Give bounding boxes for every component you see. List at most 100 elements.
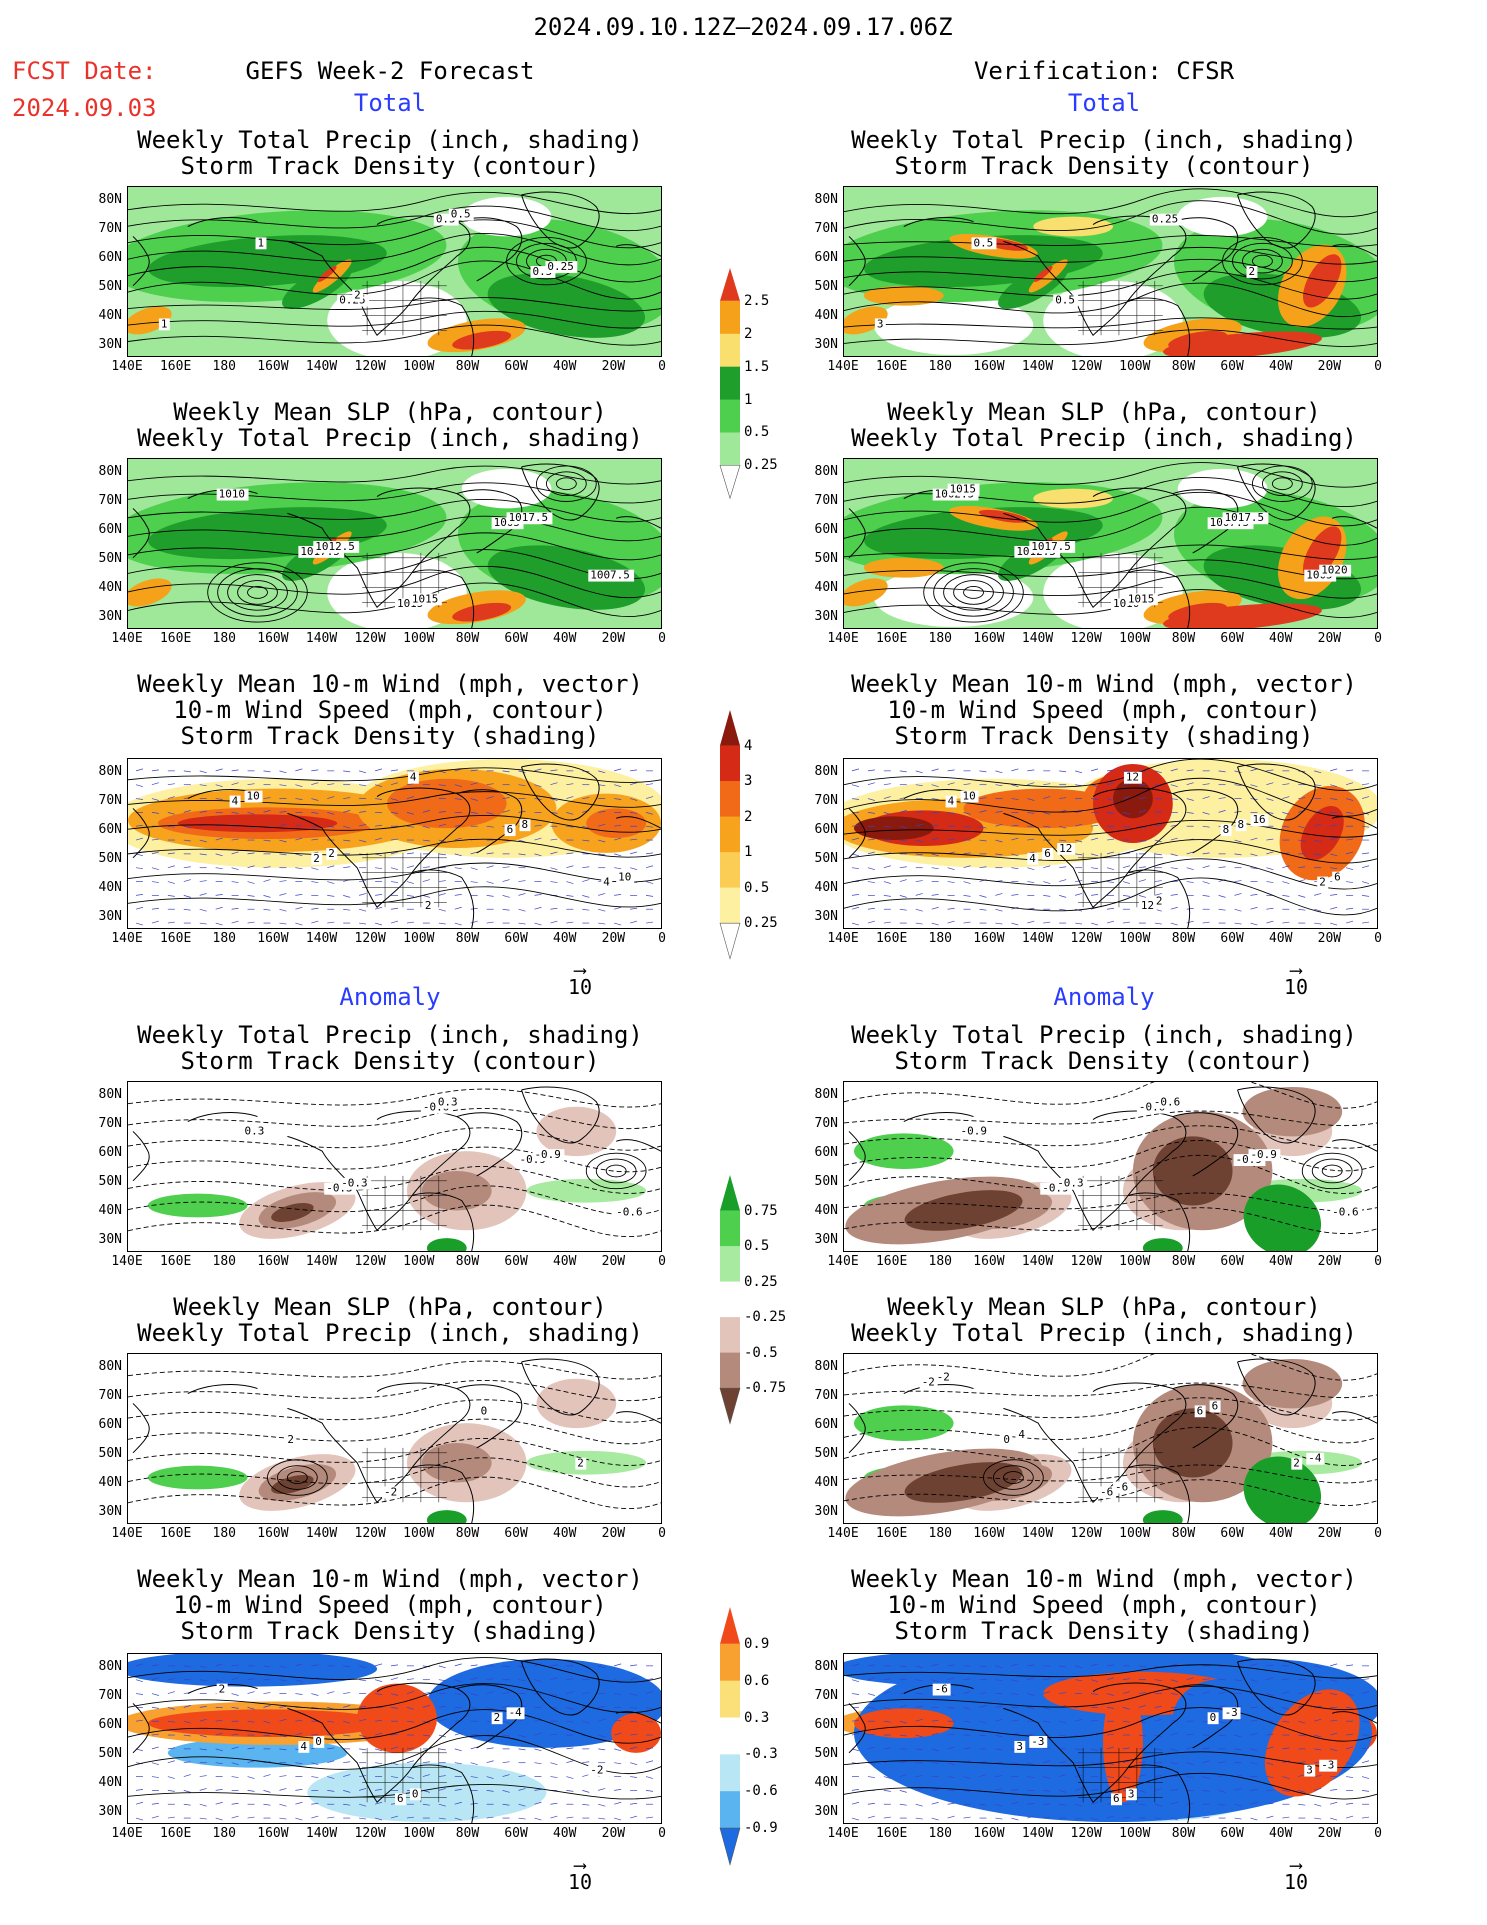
longitude-label: 40W	[552, 359, 577, 374]
wind-vector	[614, 1801, 622, 1805]
contour-label: 1010	[219, 488, 245, 501]
contour-line	[506, 236, 587, 286]
wind-vector	[931, 798, 939, 800]
wind-vector	[1218, 1692, 1226, 1694]
wind-vector	[1250, 1732, 1258, 1736]
wind-vector	[390, 798, 399, 801]
wind-vector	[359, 1817, 367, 1820]
wind-vector	[851, 867, 859, 870]
wind-vector	[867, 1733, 875, 1736]
longitude-label: 100W	[403, 1826, 435, 1841]
contour-line	[844, 1082, 1377, 1109]
wind-vector	[231, 1733, 239, 1736]
wind-vector	[1154, 1803, 1162, 1807]
wind-vector	[167, 812, 175, 815]
wind-vector	[1122, 1747, 1130, 1750]
contour-label-bg	[394, 1793, 406, 1806]
wind-vector	[1250, 1762, 1258, 1765]
wind-vector	[247, 1707, 255, 1710]
wind-vector	[151, 1677, 159, 1681]
wind-vector	[518, 770, 526, 774]
wind-vector	[167, 1760, 175, 1764]
longitude-label: 140E	[111, 931, 143, 946]
wind-vector	[598, 1665, 606, 1669]
wind-vector	[1122, 1720, 1130, 1723]
wind-vector	[1059, 1665, 1067, 1668]
wind-vector	[1282, 1790, 1290, 1792]
wind-vector	[279, 1775, 287, 1777]
contour-label: 8	[522, 818, 529, 831]
wind-vector	[614, 1789, 622, 1791]
contour-line	[844, 1207, 1377, 1234]
wind-vector	[1186, 1746, 1194, 1750]
wind-vector	[867, 1762, 875, 1766]
wind-vector	[598, 1817, 606, 1820]
latitude-label: 80N	[98, 763, 122, 779]
wind-vector	[851, 1732, 860, 1736]
longitude-label: 0	[1374, 1826, 1382, 1841]
wind-vector	[614, 1719, 622, 1722]
wind-vector	[1186, 769, 1194, 772]
colorbar-swatch	[720, 1791, 740, 1829]
wind-vector	[375, 1762, 383, 1765]
wind-vector	[630, 1762, 638, 1766]
wind-vector	[1011, 1693, 1019, 1695]
wind-vector	[963, 852, 971, 855]
wind-vector	[359, 1803, 367, 1807]
wind-vector	[1059, 1774, 1067, 1777]
contour-label: 16	[1252, 813, 1265, 826]
wind-vector	[1314, 770, 1322, 774]
wind-vector	[1027, 920, 1035, 924]
contour-line	[128, 260, 661, 300]
wind-vector	[1138, 1803, 1146, 1806]
wind-vector	[1314, 1817, 1322, 1820]
coastline	[187, 1112, 258, 1122]
verification-title: Verification: CFSR	[973, 57, 1235, 85]
latitude-label: 80N	[814, 463, 838, 479]
wind-vector	[151, 782, 159, 786]
wind-vector	[566, 1678, 574, 1681]
wind-vector	[151, 907, 159, 910]
wind-vector	[231, 1677, 239, 1681]
wind-vector	[311, 1762, 319, 1766]
longitude-label: 60W	[504, 1826, 528, 1841]
wind-vector	[151, 920, 159, 924]
shaded-region	[586, 808, 647, 839]
wind-vector	[1282, 1691, 1290, 1694]
wind-vector	[1346, 920, 1354, 924]
longitude-label: 40W	[1268, 1254, 1293, 1269]
wind-vector	[1266, 769, 1274, 772]
wind-vector	[1091, 894, 1099, 896]
wind-vector	[518, 880, 526, 882]
contour-label: 2	[494, 1711, 501, 1724]
wind-vector	[438, 1706, 446, 1708]
coastline	[1127, 1764, 1191, 1823]
contour-label: 0.25	[1152, 213, 1178, 226]
wind-vector	[1170, 1789, 1178, 1791]
wind-vector	[1043, 1760, 1051, 1764]
contour-line	[844, 329, 1377, 347]
contour-label: 2	[287, 1433, 294, 1446]
contour-label-bg	[298, 1740, 310, 1753]
wind-vector	[359, 811, 367, 813]
wind-vector	[502, 1790, 510, 1793]
wind-vector	[1170, 1817, 1178, 1821]
colorbar-label: 0.25	[744, 457, 778, 474]
wind-vector	[470, 1733, 478, 1736]
longitude-label: 160W	[257, 359, 289, 374]
wind-vector	[1059, 825, 1067, 829]
wind-vector	[486, 1747, 494, 1750]
contour-label-bg	[1016, 1429, 1028, 1441]
wind-vector	[327, 1816, 335, 1819]
colorbar-label: 0.9	[744, 1635, 770, 1652]
wind-vector	[295, 1663, 303, 1667]
wind-vector	[247, 1816, 255, 1819]
contour-line	[844, 1751, 1377, 1768]
wind-vector	[470, 907, 478, 910]
wind-vector	[899, 1761, 907, 1764]
wind-vector	[979, 1705, 987, 1708]
wind-vector	[1234, 784, 1242, 787]
wind-vector	[1250, 837, 1258, 841]
coastline	[848, 1131, 866, 1182]
wind-vector	[1266, 1677, 1274, 1681]
